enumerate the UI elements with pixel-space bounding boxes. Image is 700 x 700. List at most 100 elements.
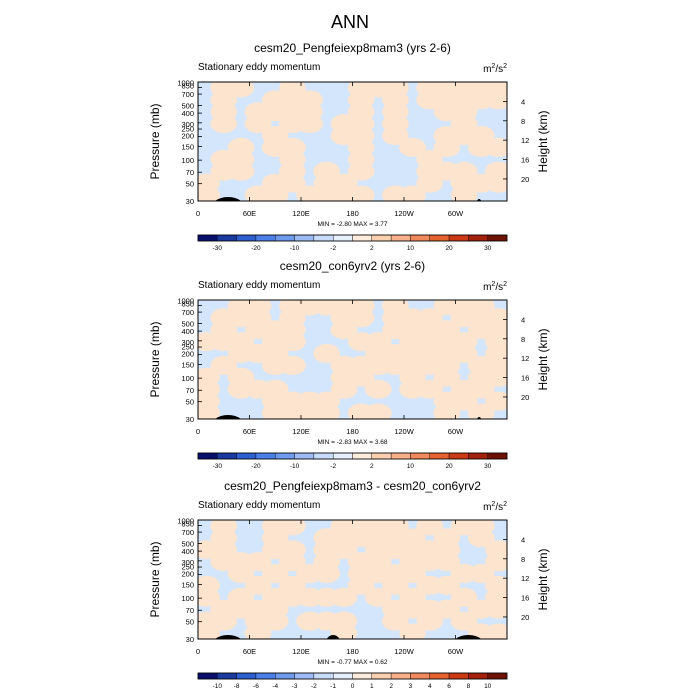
height-tick-label: 8 bbox=[521, 555, 525, 564]
colorbar-label: 1 bbox=[370, 683, 374, 690]
colorbar-label: -20 bbox=[251, 245, 261, 252]
positive-region bbox=[330, 623, 358, 639]
positive-region bbox=[433, 137, 461, 157]
colorbar-swatch bbox=[410, 672, 430, 680]
colorbar-swatch bbox=[468, 452, 488, 460]
positive-region bbox=[279, 173, 306, 193]
units-part: 2 bbox=[491, 63, 495, 70]
y-tick-label: 150 bbox=[181, 580, 194, 589]
min-max-label: MIN = -0.77 MAX = 0.62 bbox=[317, 659, 387, 666]
positive-region bbox=[467, 379, 495, 399]
colorbar-label: 6 bbox=[447, 683, 451, 690]
positive-region bbox=[433, 403, 461, 419]
positive-region bbox=[279, 355, 306, 375]
y-axis-title-right: Height (km) bbox=[536, 328, 550, 390]
x-tick-label: 60W bbox=[448, 427, 464, 436]
positive-region bbox=[210, 114, 238, 134]
y-tick-label: 250 bbox=[181, 563, 194, 572]
positive-region bbox=[433, 552, 461, 572]
max-value: 3.68 bbox=[375, 439, 388, 446]
topography bbox=[326, 635, 340, 639]
y-tick-label: 70 bbox=[186, 606, 194, 615]
panel-1: cesm20_Pengfeiexp8mam3 (yrs 2-6) Stationa… bbox=[148, 41, 550, 252]
colorbar-label: 3 bbox=[409, 683, 413, 690]
y-tick-label: 200 bbox=[181, 132, 194, 141]
colorbar-label: -30 bbox=[213, 463, 223, 470]
panel-title: cesm20_con6yrv2 (yrs 2-6) bbox=[280, 259, 425, 273]
x-tick-label: 60E bbox=[243, 647, 256, 656]
max-value: 0.62 bbox=[375, 659, 388, 666]
units-label: m2/s2 bbox=[483, 63, 507, 75]
colorbar-swatch bbox=[371, 234, 392, 242]
positive-region bbox=[382, 611, 409, 631]
colorbar-swatch bbox=[197, 234, 218, 242]
colorbar-swatch bbox=[236, 672, 257, 680]
colorbar-label: -2 bbox=[330, 463, 336, 470]
colorbar-label: -10 bbox=[290, 245, 300, 252]
height-tick-label: 8 bbox=[521, 117, 525, 126]
positive-region bbox=[347, 367, 375, 387]
y-tick-label: 100 bbox=[181, 594, 194, 603]
positive-region bbox=[364, 379, 392, 399]
height-tick-label: 16 bbox=[521, 374, 529, 383]
colorbar-label: -10 bbox=[213, 683, 223, 690]
colorbar-swatch bbox=[448, 452, 469, 460]
positive-region bbox=[467, 528, 495, 548]
height-tick-label: 12 bbox=[521, 354, 529, 363]
colorbar-swatch bbox=[352, 452, 373, 460]
min-value: -0.77 bbox=[337, 659, 354, 666]
positive-region bbox=[433, 367, 461, 387]
colorbar-swatch bbox=[429, 452, 450, 460]
x-tick-label: 0 bbox=[196, 647, 200, 656]
colorbar-swatch bbox=[371, 672, 392, 680]
y-tick-label: 50 bbox=[186, 180, 194, 189]
panel-title: cesm20_Pengfeiexp8mam3 (yrs 2-6) bbox=[254, 41, 451, 55]
left-string: Stationary eddy momentum bbox=[198, 62, 320, 73]
positive-region bbox=[244, 575, 272, 595]
y-tick-label: 30 bbox=[186, 197, 194, 206]
positive-region bbox=[347, 161, 375, 181]
x-tick-label: 120W bbox=[394, 647, 415, 656]
colorbar-swatch bbox=[332, 234, 353, 242]
x-tick-label: 60W bbox=[448, 647, 464, 656]
positive-region bbox=[485, 173, 507, 193]
positive-region bbox=[433, 575, 461, 595]
colorbar-label: -10 bbox=[290, 463, 300, 470]
y-tick-label: 200 bbox=[181, 570, 194, 579]
positive-region bbox=[364, 403, 392, 419]
colorbar-swatch bbox=[275, 234, 295, 242]
positive-region bbox=[485, 391, 507, 411]
colorbar-swatch bbox=[294, 452, 315, 460]
panel-title: cesm20_Pengfeiexp8mam3 - cesm20_con6yrv2 bbox=[224, 479, 481, 493]
x-tick-label: 180 bbox=[346, 209, 359, 218]
positive-region bbox=[244, 623, 272, 639]
colorbar-swatch bbox=[448, 672, 469, 680]
positive-region bbox=[416, 611, 444, 631]
units-part: 2 bbox=[503, 501, 507, 508]
positive-region bbox=[198, 587, 220, 607]
colorbar-label: -3 bbox=[292, 683, 298, 690]
y-tick-label: 250 bbox=[181, 125, 194, 134]
positive-region bbox=[227, 161, 255, 181]
colorbar-label: 30 bbox=[484, 245, 492, 252]
colorbar-label: -6 bbox=[253, 683, 259, 690]
positive-region bbox=[399, 185, 426, 201]
positive-region bbox=[313, 564, 341, 584]
min-value: -2.83 bbox=[337, 439, 354, 446]
positive-region bbox=[347, 185, 375, 201]
y-tick-label: 70 bbox=[186, 386, 194, 395]
colorbar-swatch bbox=[352, 672, 373, 680]
units-part: m bbox=[483, 64, 491, 75]
y-tick-label: 850 bbox=[181, 82, 194, 91]
y-tick-label: 30 bbox=[186, 635, 194, 644]
positive-region bbox=[261, 185, 289, 201]
colorbar-swatch bbox=[313, 452, 334, 460]
colorbar-swatch bbox=[217, 672, 237, 680]
positive-region bbox=[485, 137, 507, 157]
positive-region bbox=[210, 355, 238, 375]
positive-region bbox=[450, 587, 478, 607]
positive-region bbox=[485, 367, 507, 387]
positive-region bbox=[450, 611, 478, 631]
colorbar-label: 10 bbox=[484, 683, 492, 690]
y-tick-label: 150 bbox=[181, 360, 194, 369]
